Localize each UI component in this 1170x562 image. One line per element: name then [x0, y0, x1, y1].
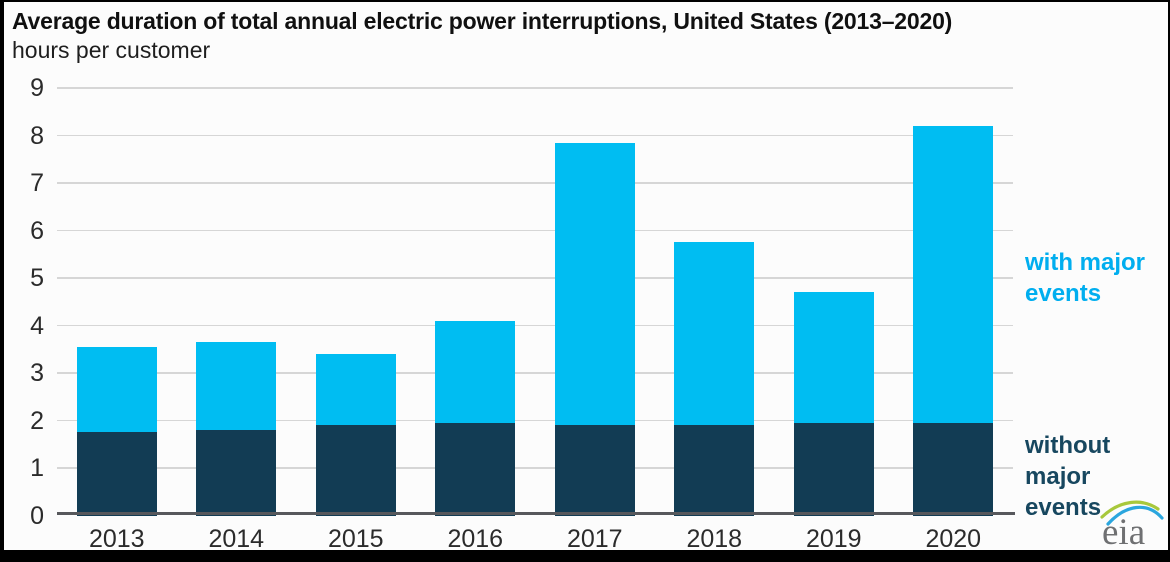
x-axis-label: 2019	[805, 525, 862, 553]
legend-label-line: without	[1025, 432, 1111, 459]
y-axis-label: 0	[30, 501, 44, 530]
gridline	[57, 87, 1013, 89]
eia-logo-green-arc	[1100, 500, 1160, 519]
x-axis-label: 2018	[686, 525, 743, 553]
legend-without-major-events: without major events	[1025, 430, 1110, 523]
gridline	[57, 419, 1013, 422]
legend-label-line: major	[1025, 463, 1091, 490]
y-axis-label: 1	[30, 454, 44, 482]
bar-segment-with-major-events	[674, 242, 755, 426]
bar-segment-without-major-events	[674, 425, 755, 516]
bar-segment-with-major-events	[554, 142, 635, 426]
legend-label-line: events	[1025, 494, 1102, 521]
bar-segment-without-major-events	[76, 432, 157, 516]
gridline	[57, 372, 1013, 374]
chart-title: Average duration of total annual electri…	[12, 8, 953, 34]
eia-logo-blue-arc	[1106, 505, 1164, 526]
x-axis-label: 2020	[925, 525, 982, 553]
bar-segment-with-major-events	[435, 320, 516, 423]
x-axis-line	[57, 512, 1015, 515]
legend-with-major-events: with major events	[1025, 247, 1145, 309]
bar-segment-with-major-events	[196, 342, 277, 430]
x-axis-label: 2014	[208, 525, 265, 553]
plot-area	[57, 87, 1013, 516]
chart-canvas: Average duration of total annual electri…	[4, 2, 1168, 553]
y-axis-label: 4	[30, 311, 44, 340]
y-axis-label: 2	[30, 406, 44, 435]
y-axis-label: 3	[30, 359, 44, 387]
bar-segment-without-major-events	[554, 425, 635, 516]
gridline	[57, 467, 1013, 469]
chart-subtitle: hours per customer	[12, 37, 211, 63]
legend-label-line: with major	[1025, 249, 1146, 276]
gridline	[57, 134, 1013, 137]
gridline	[57, 324, 1013, 327]
x-axis-label: 2015	[327, 525, 384, 553]
bar-segment-without-major-events	[793, 422, 874, 516]
bar-segment-with-major-events	[315, 354, 396, 426]
x-axis-label: 2017	[566, 525, 623, 553]
eia-logo: eia	[1096, 496, 1166, 557]
y-axis-label: 8	[30, 121, 44, 150]
legend-label-line: events	[1025, 280, 1102, 307]
bar-segment-without-major-events	[435, 422, 516, 516]
bar-segment-with-major-events	[76, 346, 157, 433]
gridline	[57, 229, 1013, 232]
x-axis-label: 2013	[88, 525, 145, 553]
gridline	[57, 182, 1013, 184]
y-axis-label: 6	[30, 216, 44, 245]
y-axis-label: 7	[30, 169, 44, 197]
y-axis-label: 9	[30, 74, 44, 102]
x-axis-label: 2016	[447, 525, 504, 553]
bar-segment-without-major-events	[196, 430, 277, 516]
gridline	[57, 277, 1013, 279]
bar-segment-with-major-events	[793, 292, 874, 423]
eia-logo-text: eia	[1102, 512, 1145, 552]
bar-segment-without-major-events	[315, 425, 396, 516]
bar-segment-with-major-events	[913, 126, 994, 423]
bar-segment-without-major-events	[913, 422, 994, 516]
y-axis-label: 5	[30, 264, 44, 292]
